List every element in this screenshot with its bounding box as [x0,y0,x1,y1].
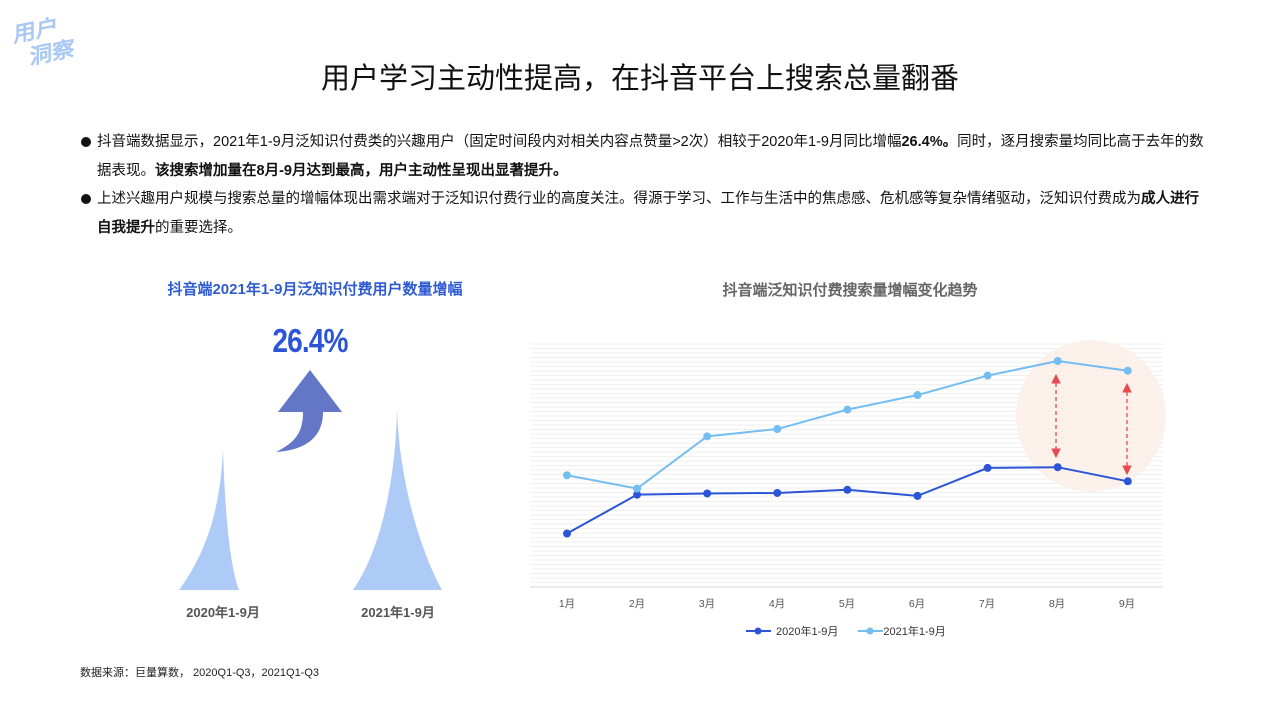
peak-2021 [353,408,442,590]
bullet-text: 的重要选择。 [155,219,242,236]
series-markers [563,357,1132,538]
growth-value: 26.4% [272,322,348,359]
legend-item-2020[interactable]: 2020年1-9月 [745,623,838,639]
x-tick-label: 5月 [838,598,856,610]
data-source-note: 数据来源：巨量算数， 2020Q1-Q3，2021Q1-Q3 [80,667,320,679]
bar-label-2020: 2020年1-9月 [186,605,260,620]
x-tick-label: 8月 [1048,598,1066,610]
bullet-highlight: 成人进行自我提升 [97,191,1199,236]
x-tick-label: 6月 [908,598,926,610]
x-tick-label: 1月 [558,598,576,610]
bullet-list: 抖音端数据显示，2021年1-9月泛知识付费类的兴趣用户（固定时间段内对相关内容… [80,128,1210,242]
right-chart-title: 抖音端泛知识付费搜索量增幅变化趋势 [722,282,978,299]
x-tick-label: 7月 [978,598,996,610]
legend-label: 2020年1-9月 [776,626,839,638]
x-tick-label: 4月 [768,598,786,610]
gap-arrow-aug-icon [1051,373,1061,459]
bullet-item: 抖音端数据显示，2021年1-9月泛知识付费类的兴趣用户（固定时间段内对相关内容… [80,128,1210,185]
legend-marker-2021-icon [858,627,883,635]
legend-marker-2020-icon [746,627,771,635]
left-chart-title: 抖音端2021年1-9月泛知识付费用户数量增幅 [167,281,463,298]
peak-2020 [179,448,239,590]
bullet-dot-icon [81,137,91,147]
chart-legend: 2020年1-9月 2021年1-9月 [745,623,946,639]
legend-item-2021[interactable]: 2021年1-9月 [852,623,945,639]
bullet-highlight: 该搜索增加量在8月-9月达到最高，用户主动性呈现出显著提升。 [155,162,568,179]
highlight-circle [1016,340,1166,492]
bullet-dot-icon [81,194,91,204]
gap-arrow-sep-icon [1122,382,1132,476]
legend-label: 2021年1-9月 [883,626,946,638]
x-tick-label: 9月 [1118,598,1136,610]
x-tick-label: 2月 [628,598,646,610]
x-tick-label: 3月 [698,598,716,610]
bullet-text: 同时，逐月搜索量均同比高于去年的数据表现。 [97,134,1204,179]
growth-arrow-icon [276,370,342,452]
bullet-text: 抖音端数据显示，2021年1-9月泛知识付费类的兴趣用户（固定时间段内对相关内容… [97,134,902,150]
bar-label-2021: 2021年1-9月 [361,605,435,620]
bullet-item: 上述兴趣用户规模与搜索总量的增幅体现出需求端对于泛知识付费行业的高度关注。得源于… [80,185,1210,242]
bullet-highlight: 26.4%。 [901,134,958,150]
chart-gridlines [530,343,1163,583]
bullet-text: 上述兴趣用户规模与搜索总量的增幅体现出需求端对于泛知识付费行业的高度关注。得源于… [97,191,1141,207]
page-title: 用户学习主动性提高，在抖音平台上搜索总量翻番 [320,63,959,95]
